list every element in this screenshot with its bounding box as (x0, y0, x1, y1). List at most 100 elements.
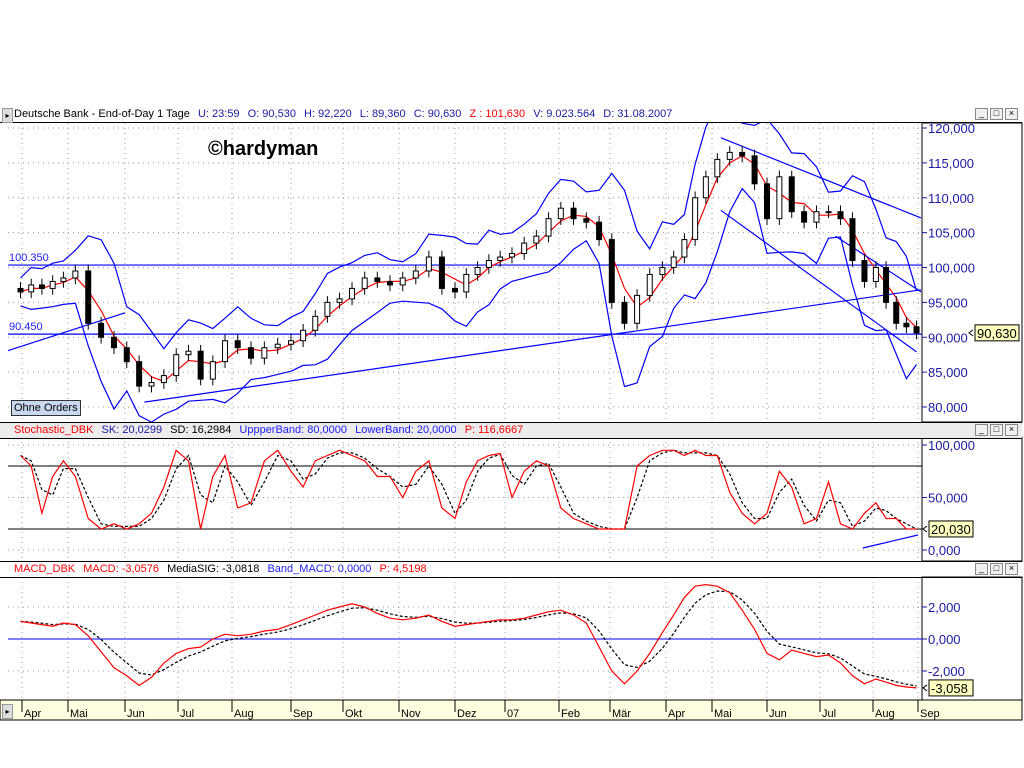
candle-body (110, 336, 117, 349)
band-macd-value: Band_MACD: 0,0000 (267, 563, 372, 575)
price-panel-header: ▸ Deutsche Bank - End-of-Day 1 Tage U: 2… (0, 107, 1022, 123)
maximize-button[interactable]: □ (990, 563, 1003, 575)
candle-body (681, 239, 688, 258)
candle-body (425, 256, 432, 272)
candle-body (751, 155, 758, 185)
stochastic-panel-header: Stochastic_DBK SK: 20,0299 SD: 16,2984 U… (0, 422, 1022, 439)
price-level-label: 100.350 (9, 252, 49, 264)
candle-body (222, 340, 229, 363)
candle-body (160, 375, 167, 384)
macd-panel-header: MACD_DBK MACD: -3,0576 MediaSIG: -3,0818… (0, 561, 1022, 578)
volume-value: V: 9.023.564 (533, 108, 596, 120)
candle-body (123, 347, 130, 363)
candle-body (714, 158, 721, 178)
candle-body (312, 315, 319, 331)
candle-body (608, 239, 615, 303)
candle-body (386, 280, 393, 286)
minimize-button[interactable]: _ (975, 108, 988, 120)
stochastic-current-value-box (928, 520, 974, 538)
candle-body (412, 270, 419, 279)
candle-body (173, 354, 180, 377)
macd-current-value: -3,058 (931, 681, 968, 696)
x-tick-label: Jun (127, 708, 145, 720)
candle-body (197, 350, 204, 380)
x-tick-label: Feb (561, 708, 580, 720)
y-tick-label: 0,000 (928, 632, 961, 647)
candle-body (85, 270, 92, 324)
candle-body (583, 218, 590, 223)
expand-arrow-icon[interactable]: ▸ (2, 108, 13, 123)
candle-body (545, 218, 552, 237)
stochastic-current-value: 20,030 (931, 522, 971, 537)
date-value: D: 31.08.2007 (603, 108, 673, 120)
x-tick-label: Jul (822, 708, 836, 720)
minimize-button[interactable]: _ (975, 563, 988, 575)
candle-body (463, 273, 470, 293)
orders-button[interactable]: Ohne Orders (11, 400, 81, 416)
candle-body (38, 284, 45, 289)
candle-body (261, 347, 268, 359)
maximize-button[interactable]: □ (990, 108, 1003, 120)
stochastic-plot (8, 449, 922, 549)
candle-body (670, 256, 677, 269)
close-button[interactable]: × (1005, 424, 1018, 436)
candle-body (893, 301, 900, 324)
y-tick-label: 80,000 (928, 400, 968, 415)
maximize-button[interactable]: □ (990, 424, 1003, 436)
trendline (8, 312, 126, 352)
instrument-title: Deutsche Bank - End-of-Day 1 Tage (14, 108, 190, 120)
candle-body (438, 256, 445, 289)
macd-line (20, 583, 917, 689)
candle-body (702, 176, 709, 199)
y-tick-label: 115,000 (928, 156, 974, 171)
candle-body (726, 151, 733, 160)
candle-body (248, 347, 255, 359)
close-button[interactable]: × (1005, 563, 1018, 575)
candle-body (861, 260, 868, 282)
open-value: O: 90,530 (247, 108, 296, 120)
candle-body (813, 211, 820, 223)
x-tick-label: Nov (401, 708, 421, 720)
candle-body (913, 326, 920, 334)
x-tick-label: Sep (920, 708, 940, 720)
close-button[interactable]: × (1005, 108, 1018, 120)
candle-body (361, 277, 368, 289)
bollinger-lower-band (20, 187, 917, 422)
candle-body (557, 207, 564, 220)
candle-body (872, 267, 879, 282)
value-pointer-icon (922, 525, 928, 533)
candle-body (17, 287, 24, 293)
y-tick-label: 85,000 (928, 365, 968, 380)
scroll-left-icon[interactable]: ▸ (2, 704, 13, 719)
x-tick-label: Aug (234, 708, 254, 720)
candle-body (903, 322, 910, 328)
candle-body (883, 267, 890, 303)
candle-body (788, 176, 795, 213)
candle-body (28, 284, 35, 293)
candle-body (837, 211, 844, 220)
x-tick-label: 07 (507, 708, 519, 720)
y-tick-label: 90,000 (928, 330, 968, 345)
candle-body (646, 273, 653, 296)
y-tick-label: 100,000 (928, 438, 975, 453)
candle-body (692, 197, 699, 241)
stochastic-title: Stochastic_DBK (14, 424, 94, 436)
y-tick-label: 2,000 (928, 600, 961, 615)
candle-body (399, 277, 406, 286)
candle-body (336, 298, 343, 303)
macd-period-value: P: 4,5198 (379, 563, 427, 575)
x-tick-label: Mär (612, 708, 631, 720)
x-tick-label: Aug (875, 708, 895, 720)
candle-body (474, 267, 481, 275)
period-value: P: 116,6667 (464, 424, 524, 436)
candle-body (49, 280, 56, 289)
candle-body (776, 176, 783, 220)
candle-body (764, 183, 770, 220)
candle-body (300, 329, 307, 342)
minimize-button[interactable]: _ (975, 424, 988, 436)
time-value: U: 23:59 (197, 108, 240, 120)
x-tick-label: Jun (769, 708, 787, 720)
price-current-value-box (974, 324, 1020, 342)
x-tick-label: Dez (457, 708, 477, 720)
trendline (144, 289, 922, 403)
